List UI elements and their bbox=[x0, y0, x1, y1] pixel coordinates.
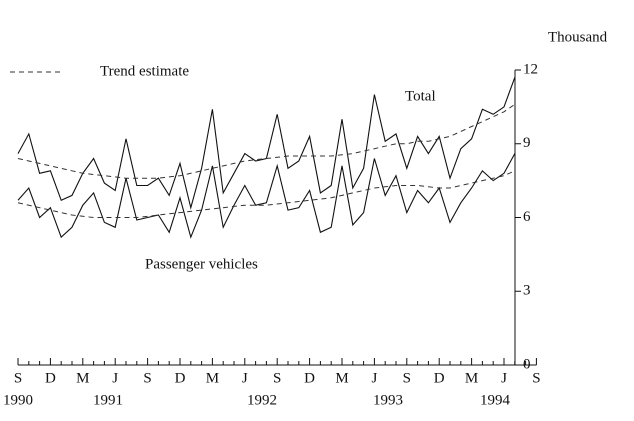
x-tick-label: S bbox=[403, 370, 411, 386]
trend-line bbox=[17, 170, 516, 218]
x-tick-label: S bbox=[273, 370, 281, 386]
year-label: 1994 bbox=[480, 392, 511, 408]
year-label: 1991 bbox=[93, 392, 123, 408]
year-label: 1990 bbox=[3, 392, 33, 408]
series-line bbox=[17, 153, 516, 239]
year-label: 1992 bbox=[247, 392, 277, 408]
y-axis-label: Thousand bbox=[548, 29, 608, 45]
x-tick-label: M bbox=[206, 370, 219, 386]
x-tick-label: D bbox=[175, 370, 186, 386]
x-tick-label: S bbox=[14, 370, 22, 386]
x-tick-label: D bbox=[304, 370, 315, 386]
y-tick-label: 9 bbox=[523, 135, 531, 151]
y-tick-label: 0 bbox=[523, 356, 531, 372]
x-tick-label: J bbox=[501, 370, 507, 386]
x-tick-label: M bbox=[335, 370, 348, 386]
year-label: 1993 bbox=[373, 392, 403, 408]
y-tick-label: 6 bbox=[523, 209, 531, 225]
y-tick-label: 12 bbox=[523, 61, 538, 77]
x-tick-label: J bbox=[242, 370, 248, 386]
x-tick-label: J bbox=[112, 370, 118, 386]
x-tick-label: J bbox=[371, 370, 377, 386]
trend-line bbox=[17, 103, 516, 179]
x-tick-label: S bbox=[143, 370, 151, 386]
x-tick-label: D bbox=[434, 370, 445, 386]
series-label: Passenger vehicles bbox=[145, 256, 258, 272]
x-tick-label: M bbox=[76, 370, 89, 386]
x-tick-label: M bbox=[465, 370, 478, 386]
x-tick-label: D bbox=[45, 370, 56, 386]
series-label: Total bbox=[405, 88, 436, 104]
y-tick-label: 3 bbox=[523, 283, 531, 299]
x-tick-label: S bbox=[532, 370, 540, 386]
legend-label: Trend estimate bbox=[100, 63, 189, 79]
